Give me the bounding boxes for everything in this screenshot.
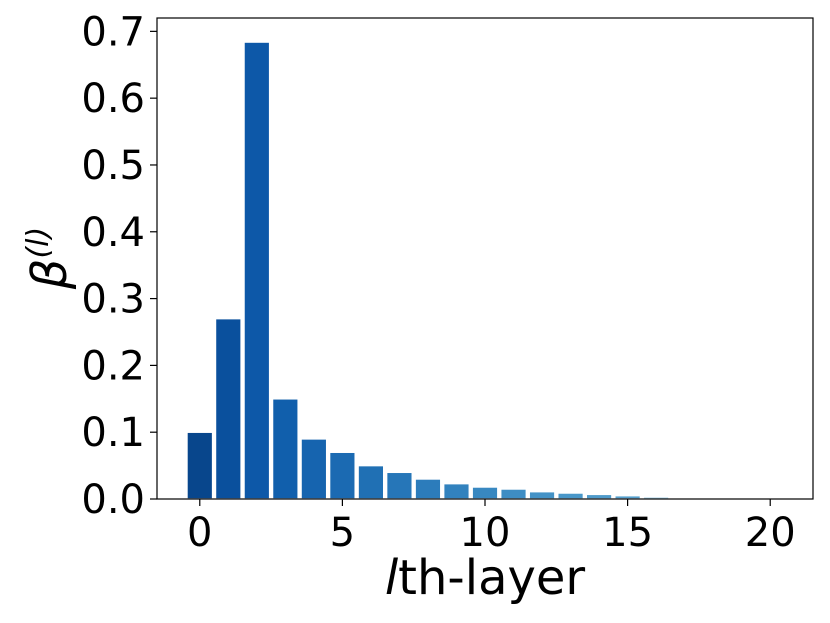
x-tick-label: 15: [602, 510, 653, 556]
y-label-sup: (l): [21, 227, 56, 259]
bar: [385, 471, 414, 500]
x-label-text: th-layer: [398, 550, 585, 606]
bar: [442, 482, 471, 500]
y-axis-label: β(l): [21, 227, 78, 290]
bar: [328, 451, 356, 500]
y-tick-label: 0.1: [81, 410, 145, 456]
bar: [357, 464, 385, 500]
x-tick-label: 5: [330, 510, 355, 556]
bar: [214, 317, 242, 500]
y-tick-label: 0.2: [81, 343, 145, 389]
y-tick-label: 0.5: [81, 143, 145, 189]
y-tick-label: 0.6: [81, 76, 145, 122]
bar: [471, 486, 499, 500]
bar: [300, 438, 328, 500]
bar: [243, 41, 271, 500]
bar: [186, 431, 214, 500]
x-label-var: l: [385, 550, 399, 606]
bar: [271, 398, 299, 500]
y-tick-label: 0.4: [81, 210, 145, 256]
y-label-base: β: [22, 259, 78, 291]
bar: [414, 478, 442, 500]
bar: [499, 488, 528, 500]
y-tick-label: 0.7: [81, 9, 145, 55]
y-tick-label: 0.3: [81, 277, 145, 323]
x-tick-label: 0: [187, 510, 212, 556]
y-tick-label: 0.0: [81, 477, 145, 523]
x-tick-label: 20: [745, 510, 796, 556]
bar: [556, 492, 585, 500]
x-axis-label: lth-layer: [385, 550, 586, 606]
bar: [528, 490, 556, 500]
bar: [585, 493, 613, 500]
x-tick-label: 10: [460, 510, 511, 556]
